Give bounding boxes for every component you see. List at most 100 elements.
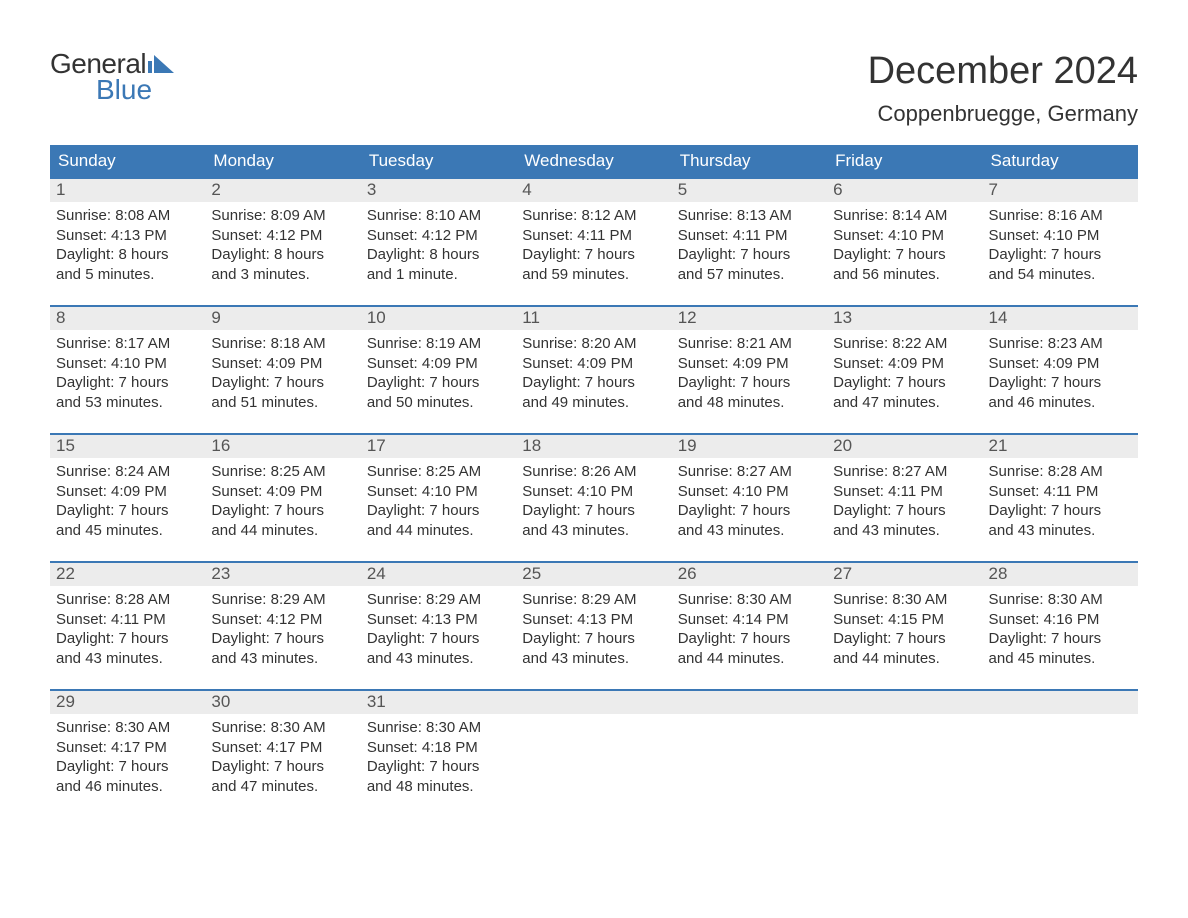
- day-d2: and 56 minutes.: [833, 265, 976, 285]
- day-cell: 29Sunrise: 8:30 AMSunset: 4:17 PMDayligh…: [50, 689, 205, 817]
- day-cell: 31Sunrise: 8:30 AMSunset: 4:18 PMDayligh…: [361, 689, 516, 817]
- day-d1: Daylight: 7 hours: [211, 501, 354, 521]
- day-number: 29: [50, 689, 205, 714]
- day-number: 27: [827, 561, 982, 586]
- day-cell: 14Sunrise: 8:23 AMSunset: 4:09 PMDayligh…: [983, 305, 1138, 433]
- day-d2: and 43 minutes.: [989, 521, 1132, 541]
- day-body: Sunrise: 8:27 AMSunset: 4:10 PMDaylight:…: [672, 458, 827, 550]
- day-sunrise: Sunrise: 8:22 AM: [833, 334, 976, 354]
- day-number: 21: [983, 433, 1138, 458]
- day-sunset: Sunset: 4:09 PM: [989, 354, 1132, 374]
- day-d2: and 50 minutes.: [367, 393, 510, 413]
- day-cell: 4Sunrise: 8:12 AMSunset: 4:11 PMDaylight…: [516, 177, 671, 305]
- day-sunrise: Sunrise: 8:30 AM: [989, 590, 1132, 610]
- day-sunset: Sunset: 4:09 PM: [522, 354, 665, 374]
- day-number: 30: [205, 689, 360, 714]
- day-number: 26: [672, 561, 827, 586]
- day-sunrise: Sunrise: 8:29 AM: [522, 590, 665, 610]
- day-body: Sunrise: 8:30 AMSunset: 4:16 PMDaylight:…: [983, 586, 1138, 678]
- day-sunset: Sunset: 4:09 PM: [211, 482, 354, 502]
- day-body: Sunrise: 8:10 AMSunset: 4:12 PMDaylight:…: [361, 202, 516, 294]
- day-sunset: Sunset: 4:11 PM: [522, 226, 665, 246]
- day-d2: and 44 minutes.: [367, 521, 510, 541]
- day-sunset: Sunset: 4:10 PM: [833, 226, 976, 246]
- day-cell: [672, 689, 827, 817]
- day-number: 5: [672, 177, 827, 202]
- day-sunrise: Sunrise: 8:25 AM: [367, 462, 510, 482]
- day-number: [516, 689, 671, 714]
- day-sunrise: Sunrise: 8:14 AM: [833, 206, 976, 226]
- day-body: Sunrise: 8:09 AMSunset: 4:12 PMDaylight:…: [205, 202, 360, 294]
- day-number: 14: [983, 305, 1138, 330]
- day-d1: Daylight: 7 hours: [522, 629, 665, 649]
- day-sunset: Sunset: 4:13 PM: [56, 226, 199, 246]
- day-d1: Daylight: 7 hours: [522, 245, 665, 265]
- header: General Blue December 2024 Coppenbruegge…: [50, 50, 1138, 127]
- day-d2: and 57 minutes.: [678, 265, 821, 285]
- day-cell: 26Sunrise: 8:30 AMSunset: 4:14 PMDayligh…: [672, 561, 827, 689]
- day-sunset: Sunset: 4:12 PM: [367, 226, 510, 246]
- day-d1: Daylight: 8 hours: [56, 245, 199, 265]
- day-d1: Daylight: 7 hours: [367, 629, 510, 649]
- day-sunset: Sunset: 4:11 PM: [989, 482, 1132, 502]
- day-body: Sunrise: 8:24 AMSunset: 4:09 PMDaylight:…: [50, 458, 205, 550]
- day-number: 19: [672, 433, 827, 458]
- day-cell: 30Sunrise: 8:30 AMSunset: 4:17 PMDayligh…: [205, 689, 360, 817]
- day-number: 8: [50, 305, 205, 330]
- day-d1: Daylight: 7 hours: [56, 501, 199, 521]
- day-number: 22: [50, 561, 205, 586]
- day-body: Sunrise: 8:13 AMSunset: 4:11 PMDaylight:…: [672, 202, 827, 294]
- day-d2: and 45 minutes.: [56, 521, 199, 541]
- day-cell: [983, 689, 1138, 817]
- dow-thursday: Thursday: [672, 145, 827, 177]
- day-sunset: Sunset: 4:10 PM: [367, 482, 510, 502]
- day-cell: 23Sunrise: 8:29 AMSunset: 4:12 PMDayligh…: [205, 561, 360, 689]
- day-number: 23: [205, 561, 360, 586]
- day-number: 2: [205, 177, 360, 202]
- day-sunrise: Sunrise: 8:09 AM: [211, 206, 354, 226]
- day-cell: 15Sunrise: 8:24 AMSunset: 4:09 PMDayligh…: [50, 433, 205, 561]
- day-body: Sunrise: 8:30 AMSunset: 4:17 PMDaylight:…: [205, 714, 360, 806]
- day-sunrise: Sunrise: 8:08 AM: [56, 206, 199, 226]
- week-row: 22Sunrise: 8:28 AMSunset: 4:11 PMDayligh…: [50, 561, 1138, 689]
- day-d2: and 47 minutes.: [833, 393, 976, 413]
- day-number: 9: [205, 305, 360, 330]
- day-body: Sunrise: 8:14 AMSunset: 4:10 PMDaylight:…: [827, 202, 982, 294]
- day-sunset: Sunset: 4:12 PM: [211, 610, 354, 630]
- day-cell: 20Sunrise: 8:27 AMSunset: 4:11 PMDayligh…: [827, 433, 982, 561]
- day-sunset: Sunset: 4:10 PM: [56, 354, 199, 374]
- day-d1: Daylight: 7 hours: [522, 501, 665, 521]
- day-d1: Daylight: 7 hours: [678, 629, 821, 649]
- day-body: Sunrise: 8:21 AMSunset: 4:09 PMDaylight:…: [672, 330, 827, 422]
- day-cell: 8Sunrise: 8:17 AMSunset: 4:10 PMDaylight…: [50, 305, 205, 433]
- day-number: 16: [205, 433, 360, 458]
- day-sunset: Sunset: 4:11 PM: [678, 226, 821, 246]
- day-cell: 5Sunrise: 8:13 AMSunset: 4:11 PMDaylight…: [672, 177, 827, 305]
- day-d1: Daylight: 7 hours: [833, 373, 976, 393]
- week-row: 1Sunrise: 8:08 AMSunset: 4:13 PMDaylight…: [50, 177, 1138, 305]
- day-sunrise: Sunrise: 8:28 AM: [56, 590, 199, 610]
- day-number: 1: [50, 177, 205, 202]
- day-number: [827, 689, 982, 714]
- day-number: 28: [983, 561, 1138, 586]
- day-cell: 9Sunrise: 8:18 AMSunset: 4:09 PMDaylight…: [205, 305, 360, 433]
- day-d2: and 5 minutes.: [56, 265, 199, 285]
- day-d2: and 49 minutes.: [522, 393, 665, 413]
- day-sunset: Sunset: 4:10 PM: [522, 482, 665, 502]
- day-sunrise: Sunrise: 8:28 AM: [989, 462, 1132, 482]
- day-d1: Daylight: 8 hours: [211, 245, 354, 265]
- day-d1: Daylight: 7 hours: [56, 757, 199, 777]
- day-number: 11: [516, 305, 671, 330]
- day-body: Sunrise: 8:12 AMSunset: 4:11 PMDaylight:…: [516, 202, 671, 294]
- day-number: 17: [361, 433, 516, 458]
- day-cell: 18Sunrise: 8:26 AMSunset: 4:10 PMDayligh…: [516, 433, 671, 561]
- day-cell: 25Sunrise: 8:29 AMSunset: 4:13 PMDayligh…: [516, 561, 671, 689]
- day-body: Sunrise: 8:30 AMSunset: 4:17 PMDaylight:…: [50, 714, 205, 806]
- week-row: 29Sunrise: 8:30 AMSunset: 4:17 PMDayligh…: [50, 689, 1138, 817]
- day-d2: and 43 minutes.: [56, 649, 199, 669]
- day-sunrise: Sunrise: 8:30 AM: [211, 718, 354, 738]
- day-sunrise: Sunrise: 8:23 AM: [989, 334, 1132, 354]
- day-d2: and 43 minutes.: [678, 521, 821, 541]
- day-number: 13: [827, 305, 982, 330]
- day-sunrise: Sunrise: 8:30 AM: [833, 590, 976, 610]
